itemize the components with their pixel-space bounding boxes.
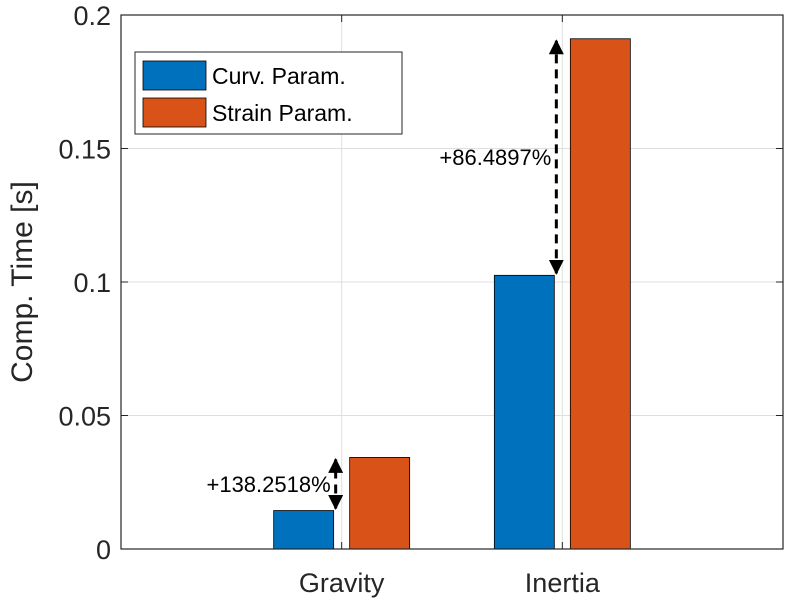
legend: Curv. Param. Strain Param. xyxy=(134,51,403,135)
y-tick-label: 0.15 xyxy=(58,135,111,165)
bar-curv-param-inertia xyxy=(493,274,555,550)
bar-strain-param-inertia xyxy=(569,38,631,550)
x-tick-label: Gravity xyxy=(299,568,385,598)
bars xyxy=(273,38,631,550)
legend-swatch-curv xyxy=(142,60,207,91)
y-axis-label: Comp. Time [s] xyxy=(6,181,39,383)
bar-strain-param-gravity xyxy=(349,457,411,550)
annotations: +138.2518% +86.4897% xyxy=(206,39,564,511)
bar-curv-param-gravity xyxy=(273,510,335,550)
legend-label-curv: Curv. Param. xyxy=(212,63,346,89)
y-tick-label: 0.05 xyxy=(58,402,111,432)
y-tick-label: 0.1 xyxy=(73,268,111,298)
difference-label: +86.4897% xyxy=(439,145,551,170)
y-tick-label: 0 xyxy=(96,535,111,565)
x-tick-label: Inertia xyxy=(525,568,601,598)
difference-label: +138.2518% xyxy=(206,472,330,497)
legend-swatch-strain xyxy=(142,97,207,128)
y-tick-label: 0.2 xyxy=(73,1,111,31)
ticks: 0 0.05 0.1 0.15 0.2 Gravity Inertia xyxy=(58,1,783,598)
legend-label-strain: Strain Param. xyxy=(212,100,353,126)
